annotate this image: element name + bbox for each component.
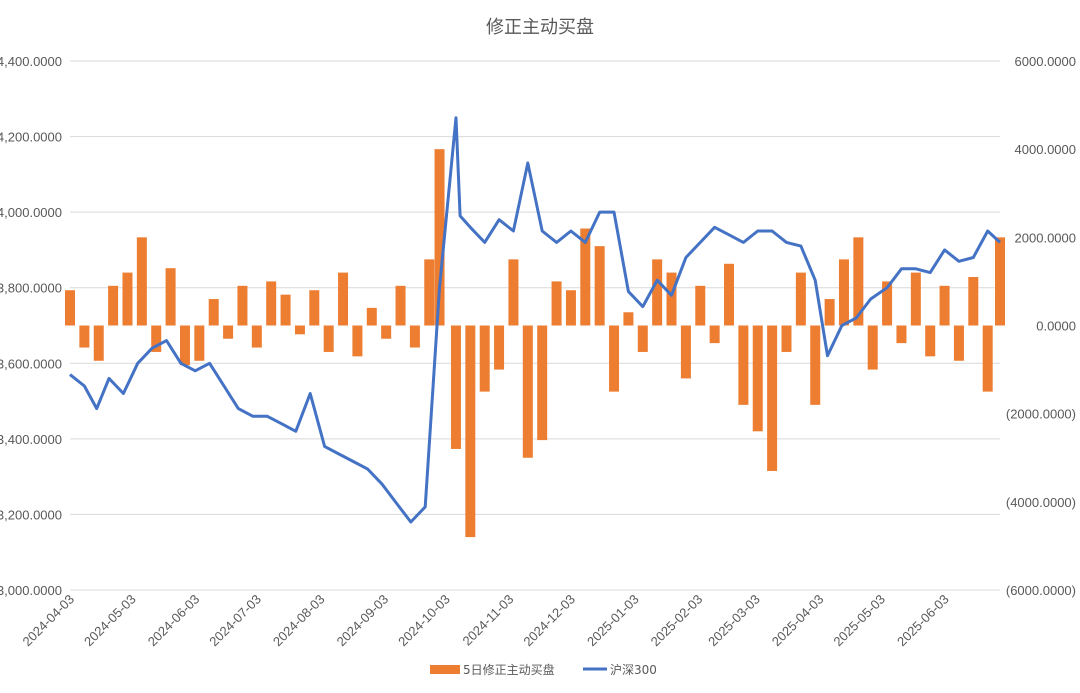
bar: [309, 290, 320, 326]
left-tick-label: 4,400.0000: [0, 54, 62, 69]
bar: [522, 325, 533, 458]
bar: [136, 237, 147, 326]
bar: [409, 325, 420, 348]
left-tick-label: 3,200.0000: [0, 507, 62, 522]
left-tick-label: 3,000.0000: [0, 583, 62, 598]
legend: 5日修正主动买盘 沪深300: [430, 662, 657, 677]
bar: [151, 325, 162, 352]
bar: [251, 325, 262, 348]
bar: [79, 325, 90, 348]
bar: [968, 277, 979, 326]
legend-swatch-bars: [430, 665, 460, 674]
left-tick-label: 3,600.0000: [0, 356, 62, 371]
bar: [695, 285, 706, 326]
bar: [953, 325, 964, 361]
right-tick-label: 0.0000: [1036, 319, 1076, 334]
bar: [939, 285, 950, 326]
left-tick-label: 4,000.0000: [0, 205, 62, 220]
bar: [781, 325, 792, 352]
bar: [623, 312, 634, 326]
right-tick-label: (4000.0000): [1006, 495, 1076, 510]
chart-title: 修正主动买盘: [486, 17, 594, 38]
left-axis: 3,000.0000 3,200.0000 3,400.0000 3,600.0000…: [0, 54, 62, 598]
bar: [925, 325, 936, 357]
line-path: [69, 116, 1002, 524]
bar: [824, 299, 835, 326]
bar: [637, 325, 648, 352]
bar: [223, 325, 234, 339]
legend-label-bars: 5日修正主动买盘: [463, 662, 555, 677]
bar: [450, 325, 461, 449]
bar: [237, 285, 248, 326]
bar: [752, 325, 763, 432]
bar: [666, 272, 677, 326]
bar: [982, 325, 993, 392]
bar: [366, 307, 377, 326]
right-tick-label: 2000.0000: [1015, 230, 1076, 245]
bar: [537, 325, 548, 441]
right-tick-label: (2000.0000): [1006, 407, 1076, 422]
bar: [122, 272, 133, 326]
bar: [465, 325, 476, 538]
right-axis: (6000.0000) (4000.0000) (2000.0000) 0.0000 2…: [1006, 54, 1076, 598]
bar: [810, 325, 821, 405]
bar: [434, 149, 445, 326]
bar: [724, 263, 735, 326]
bar: [767, 325, 778, 471]
left-tick-label: 3,400.0000: [0, 432, 62, 447]
right-tick-label: 4000.0000: [1015, 142, 1076, 157]
bar: [896, 325, 907, 344]
line-series: [69, 116, 1002, 524]
bar: [266, 281, 277, 326]
bar-series: [65, 149, 1005, 538]
bar: [995, 237, 1005, 326]
bar: [680, 325, 691, 379]
bar: [910, 272, 921, 326]
bar: [609, 325, 620, 392]
bar: [709, 325, 720, 344]
bar: [352, 325, 363, 357]
bar: [381, 325, 392, 339]
bar: [580, 228, 591, 326]
bar: [594, 246, 605, 326]
legend-label-line: 沪深300: [610, 663, 657, 677]
right-tick-label: 6000.0000: [1015, 54, 1076, 69]
left-tick-label: 3,800.0000: [0, 281, 62, 296]
right-tick-label: (6000.0000): [1006, 583, 1076, 598]
bar: [395, 285, 406, 326]
bar: [65, 290, 75, 326]
bar: [652, 259, 663, 326]
bar: [551, 281, 562, 326]
bar: [93, 325, 104, 361]
bar: [165, 268, 176, 326]
bar: [494, 325, 505, 370]
bar: [108, 285, 119, 326]
bar: [738, 325, 749, 405]
bar: [179, 325, 190, 366]
bar: [280, 294, 291, 326]
bar: [323, 325, 334, 352]
bar: [194, 325, 205, 361]
bar: [565, 290, 576, 326]
bar: [795, 272, 806, 326]
left-tick-label: 4,200.0000: [0, 130, 62, 145]
bar: [853, 237, 864, 326]
bar: [208, 299, 219, 326]
bar: [867, 325, 878, 370]
bar: [838, 259, 849, 326]
bar: [294, 325, 305, 335]
gridlines: [70, 60, 1000, 591]
bar: [338, 272, 349, 326]
bar: [882, 281, 893, 326]
bar: [508, 259, 519, 326]
bar: [424, 259, 435, 326]
bar: [479, 325, 490, 392]
